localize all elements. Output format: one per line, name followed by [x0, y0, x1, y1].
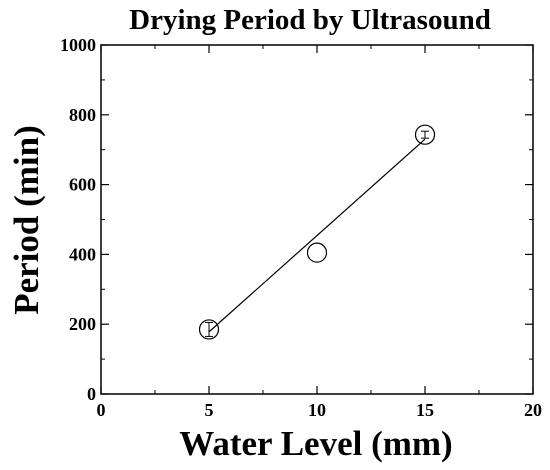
- chart-title: Drying Period by Ultrasound: [129, 4, 491, 36]
- fit-line-layer: [208, 138, 426, 333]
- data-points-layer: [198, 124, 436, 340]
- x-tick-label: 0: [97, 400, 106, 420]
- y-tick-label: 600: [69, 175, 96, 195]
- data-point: [306, 242, 328, 263]
- y-tick-label: 1000: [60, 35, 96, 55]
- y-tick-label: 800: [69, 105, 96, 125]
- plot-frame: [100, 44, 534, 395]
- data-point: [414, 124, 436, 145]
- x-tick-label: 5: [205, 400, 214, 420]
- x-tick-label: 15: [416, 400, 434, 420]
- x-tick-label: 20: [524, 400, 542, 420]
- x-axis-label: Water Level (mm): [179, 424, 452, 463]
- x-tick-label: 10: [308, 400, 326, 420]
- fit-line: [208, 138, 426, 333]
- y-tick-label: 200: [69, 314, 96, 334]
- data-point: [198, 319, 220, 340]
- y-tick-label: 400: [69, 244, 96, 264]
- y-axis-label: Period (min): [7, 125, 46, 315]
- y-tick-label: 0: [87, 384, 96, 404]
